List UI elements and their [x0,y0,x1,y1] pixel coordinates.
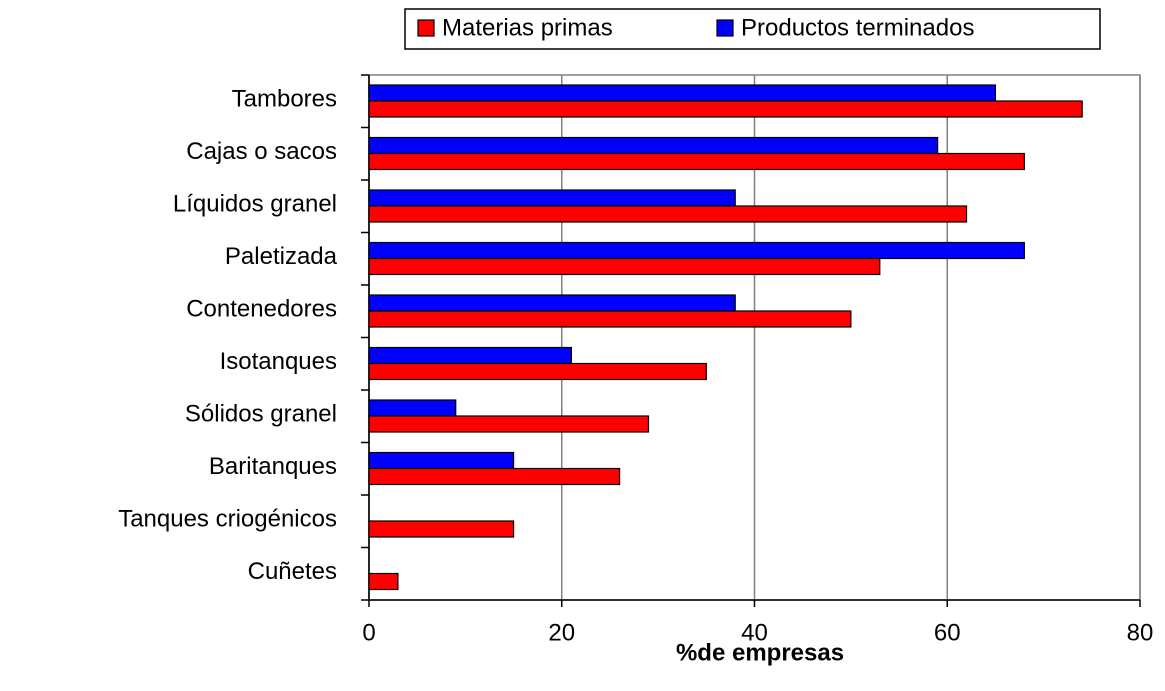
y-tick-label: Cajas o sacos [186,138,337,165]
y-tick-label: Tambores [232,86,337,113]
bar [368,572,399,591]
legend-label: Productos terminados [741,14,974,41]
bar [368,310,852,328]
y-tick-label: Contenedores [186,296,337,323]
legend-label: Materias primas [442,14,613,41]
y-tick-label: Paletizada [225,243,338,270]
y-tick-label: Líquidos granel [173,191,337,218]
bar [368,257,881,276]
y-tick-label: Isotanques [220,348,337,375]
x-tick-label: 40 [741,619,768,646]
bar [368,451,515,470]
x-tick-label: 0 [362,619,375,646]
legend-box [404,8,1101,50]
x-tick-label: 80 [1127,619,1154,646]
bar [368,399,457,417]
x-axis-title: %de empresas [676,639,844,666]
bar [368,152,1025,171]
bar [368,294,736,312]
bar [368,362,707,381]
bar [368,467,621,486]
bar [368,415,650,433]
bar [368,520,515,538]
bar [368,205,968,223]
y-tick-label: Cuñetes [248,558,337,585]
y-tick-label: Sólidos granel [185,401,337,428]
legend-swatch [417,19,435,37]
bar [368,189,736,207]
bar [368,346,572,365]
bar [368,100,1083,118]
y-tick-label: Tanques criogénicos [118,506,337,533]
y-tick-label: Baritanques [209,453,337,480]
bar [368,136,939,155]
x-tick-label: 20 [548,619,575,646]
bar [368,84,997,102]
bar [368,241,1025,260]
legend-swatch [716,19,734,37]
x-tick-label: 60 [934,619,961,646]
